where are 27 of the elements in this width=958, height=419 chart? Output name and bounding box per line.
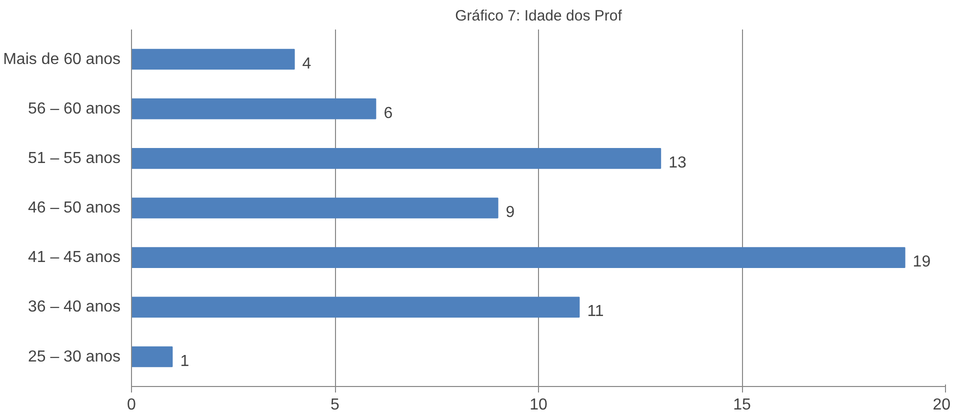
y-tick-label: 46 – 50 anos [28, 200, 121, 216]
data-label: 19 [912, 254, 931, 271]
y-tick-label: 36 – 40 anos [28, 298, 121, 316]
data-label: 4 [302, 55, 312, 72]
x-tick-label: 10 [530, 396, 548, 414]
bar [132, 247, 906, 268]
bar [132, 346, 173, 368]
bar [132, 98, 376, 120]
y-tick-label: 56 – 60 anos [28, 100, 121, 118]
x-tick-label: 20 [932, 396, 951, 414]
data-label: 1 [180, 352, 190, 370]
bar [132, 148, 662, 169]
bar [132, 296, 580, 318]
y-tick-label: 51 – 55 anos [28, 150, 121, 167]
y-tick-label: Mais de 60 anos [3, 50, 120, 68]
y-tick-label: 41 – 45 anos [28, 249, 121, 266]
bar [132, 48, 295, 70]
x-tick-label: 15 [733, 396, 751, 414]
data-label: 11 [587, 303, 604, 320]
bar [132, 198, 498, 218]
data-label: 13 [668, 154, 686, 172]
data-label: 9 [506, 204, 515, 221]
chart-title: Gráfico 7: Idade dos Prof [455, 8, 623, 24]
x-tick-label: 5 [330, 396, 340, 414]
x-tick-label: 0 [127, 396, 136, 414]
y-tick-label: 25 – 30 anos [28, 348, 121, 366]
data-label: 6 [384, 104, 393, 122]
